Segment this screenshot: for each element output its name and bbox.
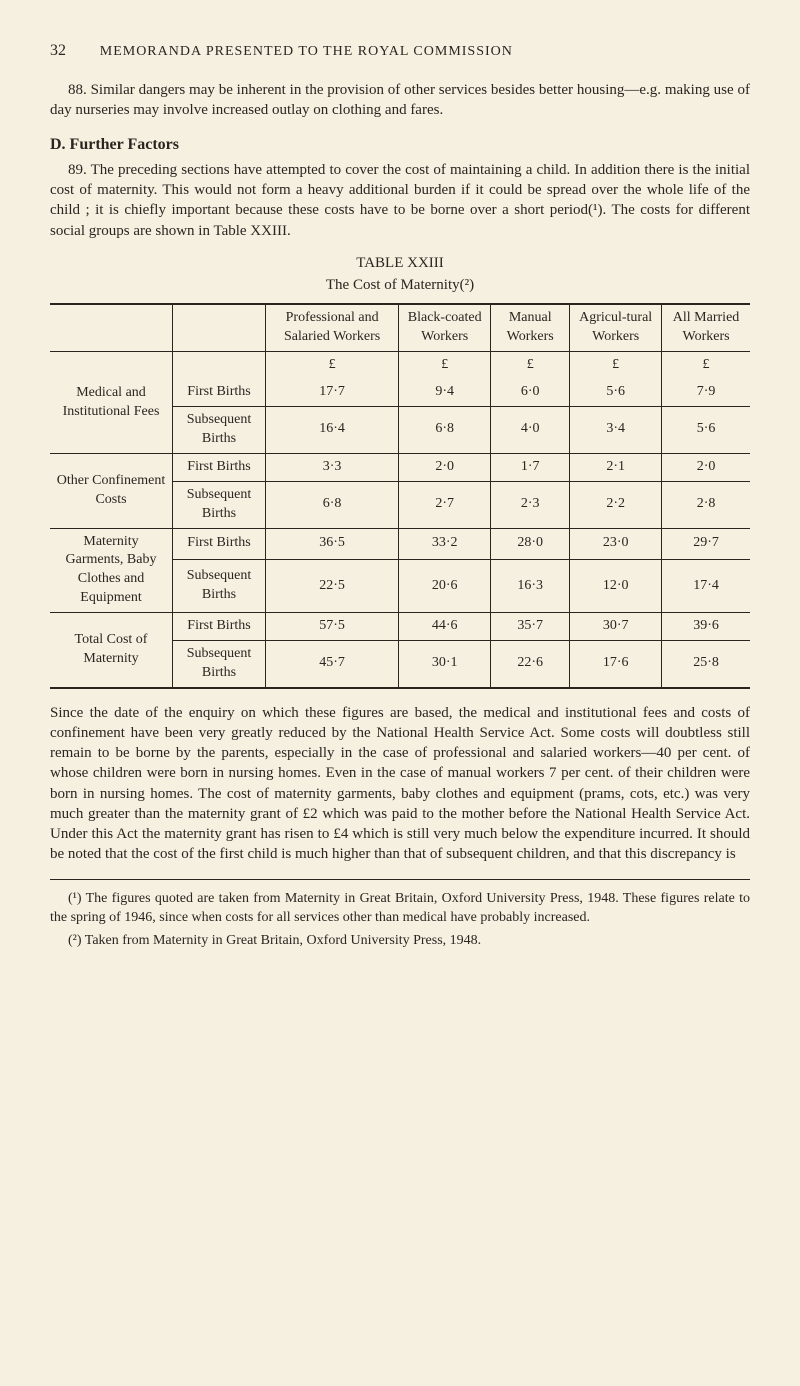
table-cell: 4·0 xyxy=(491,407,570,454)
currency-symbol: £ xyxy=(491,352,570,379)
table-cell: 25·8 xyxy=(662,640,750,687)
page-header: 32 MEMORANDA PRESENTED TO THE ROYAL COMM… xyxy=(50,40,750,62)
column-header: Black-coated Workers xyxy=(399,304,491,351)
table-row: Maternity Garments, Baby Clothes and Equ… xyxy=(50,528,750,560)
footnote-1: (¹) The figures quoted are taken from Ma… xyxy=(50,890,750,928)
row-group-label: Total Cost of Maternity xyxy=(50,613,173,688)
table-cell: 23·0 xyxy=(570,528,662,560)
paragraph-89: 89. The preceding sections have attempte… xyxy=(50,160,750,241)
table-cell: 29·7 xyxy=(662,528,750,560)
table-title: TABLE XXIII xyxy=(50,253,750,273)
currency-row: Medical and Institutional Fees £ £ £ £ £ xyxy=(50,352,750,379)
table-cell: 7·9 xyxy=(662,379,750,406)
table-cell: 22·5 xyxy=(266,560,399,613)
table-cell: 36·5 xyxy=(266,528,399,560)
table-cell: 2·3 xyxy=(491,481,570,528)
table-cell: 12·0 xyxy=(570,560,662,613)
running-head: MEMORANDA PRESENTED TO THE ROYAL COMMISS… xyxy=(100,44,513,59)
table-header-row: Professional and Salaried Workers Black-… xyxy=(50,304,750,351)
row-group-label: Maternity Garments, Baby Clothes and Equ… xyxy=(50,528,173,613)
table-cell: 35·7 xyxy=(491,613,570,641)
table-cell: 5·6 xyxy=(570,379,662,406)
table-cell: 9·4 xyxy=(399,379,491,406)
column-header: Agricul-tural Workers xyxy=(570,304,662,351)
table-cell: 33·2 xyxy=(399,528,491,560)
table-cell: 22·6 xyxy=(491,640,570,687)
table-cell: 3·4 xyxy=(570,407,662,454)
currency-symbol: £ xyxy=(662,352,750,379)
table-cell: 2·1 xyxy=(570,453,662,481)
sub-label: Subsequent Births xyxy=(173,560,266,613)
table-cell: 45·7 xyxy=(266,640,399,687)
table-cell: 2·7 xyxy=(399,481,491,528)
table-cell: 17·4 xyxy=(662,560,750,613)
sub-label: Subsequent Births xyxy=(173,481,266,528)
table-cell: 30·1 xyxy=(399,640,491,687)
header-blank-substub xyxy=(173,304,266,351)
row-group-label: Medical and Institutional Fees xyxy=(50,352,173,454)
column-header: All Married Workers xyxy=(662,304,750,351)
table-cell: 44·6 xyxy=(399,613,491,641)
table-subtitle: The Cost of Maternity(²) xyxy=(50,275,750,295)
sub-label: First Births xyxy=(173,379,266,406)
currency-symbol: £ xyxy=(570,352,662,379)
table-cell: 20·6 xyxy=(399,560,491,613)
sub-label: First Births xyxy=(173,453,266,481)
row-group-label: Other Confinement Costs xyxy=(50,453,173,528)
sub-label: First Births xyxy=(173,613,266,641)
table-cell: 1·7 xyxy=(491,453,570,481)
table-cell: 2·0 xyxy=(662,453,750,481)
column-header: Manual Workers xyxy=(491,304,570,351)
table-cell: 57·5 xyxy=(266,613,399,641)
table-cell: 17·6 xyxy=(570,640,662,687)
sub-label: Subsequent Births xyxy=(173,407,266,454)
table-cell: 17·7 xyxy=(266,379,399,406)
table-cell: 6·8 xyxy=(399,407,491,454)
currency-symbol: £ xyxy=(266,352,399,379)
currency-symbol: £ xyxy=(399,352,491,379)
table-cell: 6·8 xyxy=(266,481,399,528)
table-cell: 2·0 xyxy=(399,453,491,481)
footnotes: (¹) The figures quoted are taken from Ma… xyxy=(50,879,750,951)
table-cell: 2·8 xyxy=(662,481,750,528)
table-cell: 5·6 xyxy=(662,407,750,454)
table-row: Other Confinement Costs First Births 3·3… xyxy=(50,453,750,481)
table-cell: 16·3 xyxy=(491,560,570,613)
section-d-heading: D. Further Factors xyxy=(50,134,750,156)
table-row: Total Cost of Maternity First Births 57·… xyxy=(50,613,750,641)
paragraph-after-table: Since the date of the enquiry on which t… xyxy=(50,703,750,865)
cost-table: Professional and Salaried Workers Black-… xyxy=(50,303,750,688)
table-cell: 6·0 xyxy=(491,379,570,406)
paragraph-88: 88. Similar dangers may be inherent in t… xyxy=(50,80,750,121)
sub-label: First Births xyxy=(173,528,266,560)
sub-label: Subsequent Births xyxy=(173,640,266,687)
table-cell: 2·2 xyxy=(570,481,662,528)
table-cell: 30·7 xyxy=(570,613,662,641)
table-cell: 28·0 xyxy=(491,528,570,560)
table-cell: 39·6 xyxy=(662,613,750,641)
footnote-2: (²) Taken from Maternity in Great Britai… xyxy=(50,932,750,951)
table-cell: 16·4 xyxy=(266,407,399,454)
table-cell: 3·3 xyxy=(266,453,399,481)
header-blank-stub xyxy=(50,304,173,351)
page-number: 32 xyxy=(50,40,66,62)
column-header: Professional and Salaried Workers xyxy=(266,304,399,351)
